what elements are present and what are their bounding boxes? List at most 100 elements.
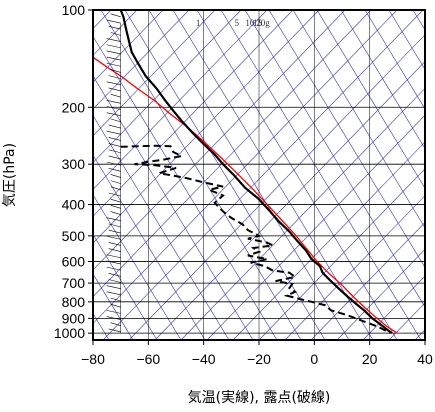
moist-adiabat-line — [93, 273, 134, 340]
dry-adiabat-line — [93, 10, 216, 137]
dry-adiabat-line — [336, 248, 425, 340]
wind-barb — [108, 328, 121, 333]
y-axis-title: 気圧(hPa) — [2, 143, 18, 207]
moist-adiabat-line — [148, 10, 350, 340]
mixing-ratio-label: 5 — [234, 18, 239, 28]
wind-barb — [108, 149, 121, 154]
wind-barb — [110, 174, 121, 178]
dry-adiabat-line — [362, 275, 425, 340]
wind-barb — [106, 50, 121, 55]
wind-barb — [106, 100, 121, 104]
wind-barb — [110, 180, 121, 184]
dry-adiabat-line — [93, 10, 294, 217]
moist-adiabat-line — [340, 10, 425, 150]
moist-adiabat-line — [364, 10, 425, 110]
moist-adiabat-line — [93, 75, 254, 340]
y-tick-label: 800 — [62, 294, 86, 310]
wind-barb — [106, 62, 121, 67]
moist-adiabat-line — [93, 35, 278, 340]
dry-adiabat-line — [93, 10, 346, 271]
wind-barb — [106, 260, 121, 265]
y-tick-label: 900 — [62, 310, 86, 326]
wind-barb — [106, 112, 121, 116]
moist-adiabat-line — [220, 10, 422, 340]
profile-lines — [93, 10, 398, 335]
x-tick-label: −80 — [81, 351, 105, 367]
moist-adiabat-line — [268, 10, 425, 268]
dry-adiabat-line — [154, 61, 425, 340]
dry-adiabat-line — [206, 114, 425, 340]
dry-adiabat-line — [284, 195, 425, 340]
wind-barb — [108, 137, 121, 141]
dry-adiabat-line — [128, 34, 425, 340]
wind-barb — [108, 192, 121, 197]
x-tick-label: −40 — [192, 351, 216, 367]
wind-barb — [110, 205, 121, 209]
wind-barb — [110, 211, 121, 215]
wind-barb — [106, 81, 121, 86]
wind-barb — [106, 310, 121, 314]
mixing-ratio-label: 20g — [256, 18, 270, 28]
moist-adiabat-line — [196, 10, 398, 340]
wind-barb — [106, 285, 121, 289]
dry-adiabat-line — [388, 302, 425, 340]
y-tick-label: 300 — [62, 156, 86, 172]
wind-barb — [106, 217, 121, 221]
dry-adiabat-line — [258, 168, 425, 340]
wind-barb — [106, 38, 121, 42]
wind-barb — [108, 223, 121, 228]
wind-barb — [108, 124, 121, 129]
wind-barb — [106, 19, 121, 24]
moist-adiabat-line — [292, 10, 425, 229]
wind-barb — [108, 273, 121, 277]
wind-barb — [106, 291, 121, 296]
y-tick-label: 500 — [62, 228, 86, 244]
wind-barb — [110, 303, 121, 308]
x-tick-label: −60 — [136, 351, 160, 367]
y-tick-label: 600 — [62, 253, 86, 269]
x-tick-label: 20 — [362, 351, 378, 367]
wind-barb — [110, 118, 121, 123]
wind-barb — [108, 75, 121, 79]
wind-barb — [106, 316, 121, 320]
moist-adiabat-line — [388, 10, 425, 70]
dry-adiabat-line — [93, 10, 398, 324]
x-tick-label: 0 — [310, 351, 318, 367]
dry-adiabat-line — [93, 10, 320, 244]
moist-adiabat-line — [93, 233, 158, 340]
moist-adiabat-line — [244, 10, 425, 308]
wind-barb — [110, 32, 121, 36]
wind-barb — [108, 155, 121, 160]
dry-adiabat-line — [93, 10, 242, 164]
wind-barb — [108, 242, 121, 246]
moist-adiabat-line — [93, 115, 230, 340]
wind-barb — [110, 297, 121, 302]
y-tick-label: 700 — [62, 275, 86, 291]
wind-barb — [106, 44, 121, 49]
reference-lines — [93, 10, 425, 340]
moist-adiabat-line — [100, 10, 302, 340]
moist-adiabat-line — [93, 154, 206, 340]
wind-barb — [108, 248, 121, 252]
dry-adiabat-line — [180, 87, 425, 340]
mixing-ratio-label: 10 — [245, 18, 255, 28]
wind-barb — [106, 161, 121, 166]
dewpoint-line — [120, 144, 390, 334]
y-tick-label: 100 — [62, 2, 86, 18]
wind-barb — [106, 56, 121, 61]
dry-adiabat-line — [93, 10, 190, 110]
y-tick-label: 1000 — [54, 325, 85, 341]
wind-barb — [108, 229, 121, 234]
dry-adiabat-line — [93, 10, 164, 83]
temperature-line — [119, 10, 393, 335]
wind-barb — [106, 235, 121, 240]
y-tick-label: 400 — [62, 197, 86, 213]
wind-barb — [106, 106, 121, 110]
x-tick-label: 40 — [417, 351, 433, 367]
dry-adiabat-line — [93, 10, 268, 190]
wind-barb — [106, 254, 121, 259]
dry-adiabat-line — [310, 222, 425, 340]
wind-barb — [110, 186, 121, 191]
x-axis-title: 気温(実線), 露点(破線) — [188, 390, 331, 406]
